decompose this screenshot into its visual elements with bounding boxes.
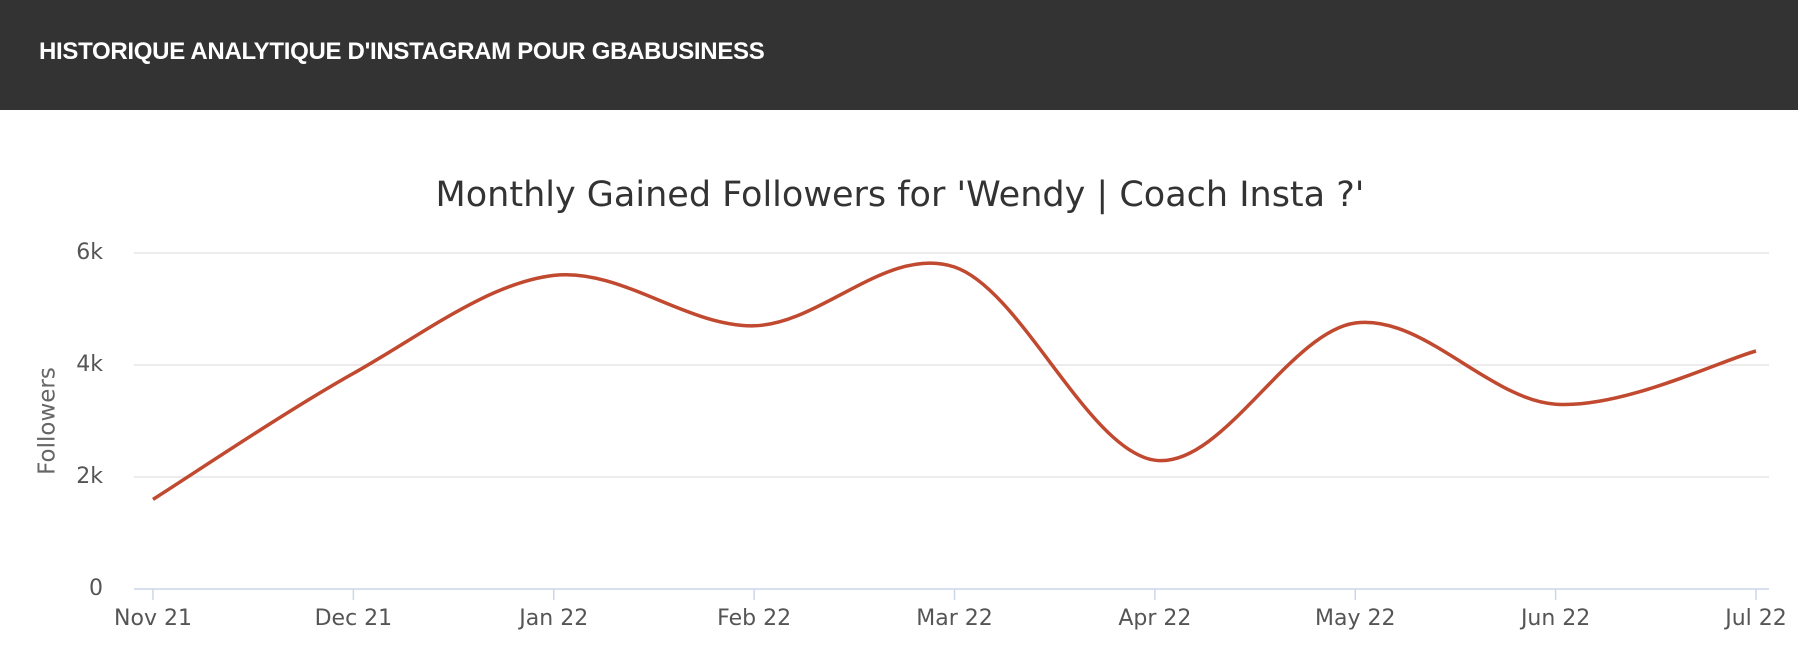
header-title: HISTORIQUE ANALYTIQUE D'INSTAGRAM POUR G… — [39, 38, 765, 65]
x-tick-label: Jul 22 — [1723, 606, 1787, 631]
y-tick-label: 6k — [76, 240, 103, 265]
series-line — [152, 261, 1757, 501]
x-tick-label: Apr 22 — [1118, 606, 1191, 631]
header: HISTORIQUE ANALYTIQUE D'INSTAGRAM POUR G… — [0, 0, 1798, 110]
x-tick-label: May 22 — [1315, 606, 1395, 631]
x-tick-label: Nov 21 — [114, 606, 192, 631]
chart: Monthly Gained Followers for 'Wendy | Co… — [35, 175, 1787, 631]
x-tick-label: Feb 22 — [717, 606, 791, 631]
y-axis-title: Followers — [35, 367, 61, 475]
chart-title: Monthly Gained Followers for 'Wendy | Co… — [436, 175, 1365, 215]
y-tick-label: 2k — [76, 464, 103, 489]
x-tick-label: Jan 22 — [517, 606, 588, 631]
x-tick-label: Dec 21 — [315, 606, 393, 631]
x-tick-label: Jun 22 — [1519, 606, 1590, 631]
x-tick-label: Mar 22 — [916, 606, 993, 631]
y-tick-label: 4k — [76, 352, 103, 377]
y-tick-label: 0 — [89, 576, 103, 601]
